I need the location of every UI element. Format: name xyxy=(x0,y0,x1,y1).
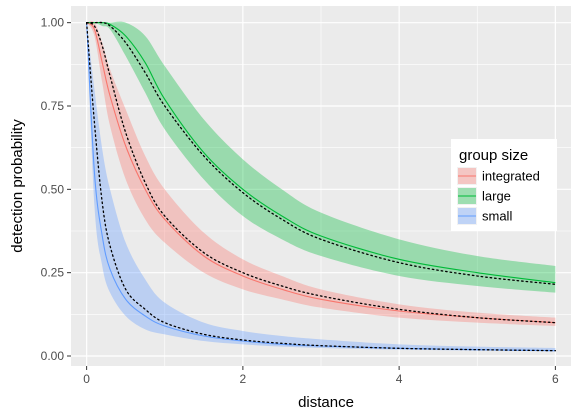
reference-curve-3 xyxy=(85,22,557,352)
legend-title: group size xyxy=(459,147,528,164)
y-tick-label: 0.75 xyxy=(41,99,65,113)
x-tick-label: 4 xyxy=(396,372,403,386)
legend-label: integrated xyxy=(482,169,540,184)
x-tick-label: 0 xyxy=(83,372,90,386)
x-tick-label: 2 xyxy=(240,372,247,386)
reference-curve-2 xyxy=(85,21,557,285)
y-axis-title: detection probability xyxy=(9,119,26,253)
legend-item-integrated: integrated xyxy=(457,167,540,185)
y-tick-label: 0.00 xyxy=(41,349,65,363)
confidence-ribbons xyxy=(86,21,556,352)
line-integrated xyxy=(86,22,556,324)
x-axis-title: distance xyxy=(298,394,354,411)
legend: group size integrated large small xyxy=(451,139,557,231)
line-large xyxy=(86,21,556,284)
x-tick-label: 6 xyxy=(552,372,559,386)
reference-dotted-curves xyxy=(85,21,557,352)
ribbon-large xyxy=(86,21,556,293)
y-tick-label: 0.50 xyxy=(41,182,65,196)
y-tick-label: 0.25 xyxy=(41,266,65,280)
legend-item-small: small xyxy=(457,207,512,225)
legend-item-large: large xyxy=(457,187,511,205)
ribbon-small xyxy=(86,22,556,352)
ribbon-integrated xyxy=(86,21,556,327)
axis-ticks: 0.00 0.25 0.50 0.75 1.00 0 2 4 6 xyxy=(41,16,559,386)
legend-label: large xyxy=(482,189,511,204)
legend-label: small xyxy=(482,209,512,224)
y-tick-label: 1.00 xyxy=(41,16,65,30)
